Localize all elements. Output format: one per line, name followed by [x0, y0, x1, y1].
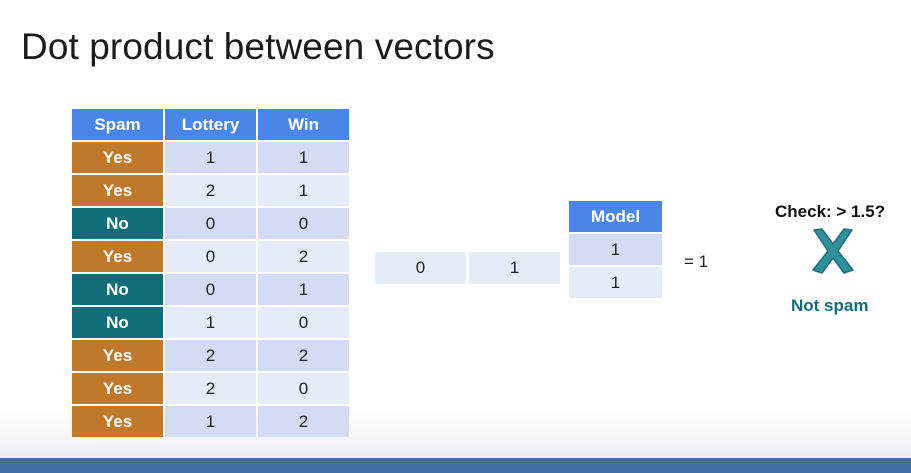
spam-label-cell: Yes: [72, 241, 163, 272]
win-cell: 0: [258, 307, 349, 338]
vector-cell-lottery: 0: [375, 252, 466, 284]
win-cell: 0: [258, 208, 349, 239]
table-row: Yes 2 1: [72, 175, 349, 206]
lottery-cell: 0: [165, 208, 256, 239]
lottery-cell: 2: [165, 340, 256, 371]
bottom-bar: [0, 458, 911, 473]
lottery-cell: 2: [165, 373, 256, 404]
model-weights: Model 1 1: [569, 201, 662, 298]
win-cell: 1: [258, 142, 349, 173]
spam-label-cell: No: [72, 307, 163, 338]
table-header-row: Spam Lottery Win: [72, 109, 349, 140]
win-cell: 2: [258, 241, 349, 272]
spam-label-cell: No: [72, 208, 163, 239]
table-row: Yes 0 2: [72, 241, 349, 272]
table-row: No 1 0: [72, 307, 349, 338]
dot-product-result: = 1: [684, 252, 709, 271]
threshold-check-label: Check: > 1.5?: [775, 202, 886, 221]
lottery-cell: 2: [165, 175, 256, 206]
spam-data-table: Spam Lottery Win Yes 1 1 Yes 2 1 No 0 0 …: [70, 107, 351, 439]
table-row: Yes 2 2: [72, 340, 349, 371]
slide-title: Dot product between vectors: [21, 26, 495, 67]
table-row: Yes 2 0: [72, 373, 349, 404]
win-cell: 2: [258, 406, 349, 437]
win-cell: 2: [258, 340, 349, 371]
lottery-cell: 0: [165, 241, 256, 272]
spam-label-cell: No: [72, 274, 163, 305]
column-header-spam: Spam: [72, 109, 163, 140]
column-header-win: Win: [258, 109, 349, 140]
lottery-cell: 0: [165, 274, 256, 305]
model-header: Model: [569, 201, 662, 232]
model-weight-cell: 1: [569, 267, 662, 298]
table-row: No 0 1: [72, 274, 349, 305]
win-cell: 1: [258, 175, 349, 206]
table-row: Yes 1 2: [72, 406, 349, 437]
lottery-cell: 1: [165, 142, 256, 173]
spam-label-cell: Yes: [72, 142, 163, 173]
table-row: No 0 0: [72, 208, 349, 239]
table-row: Yes 1 1: [72, 142, 349, 173]
spam-label-cell: Yes: [72, 340, 163, 371]
model-weight-cell: 1: [569, 234, 662, 265]
spam-label-cell: Yes: [72, 406, 163, 437]
feature-vector: 0 1: [375, 252, 560, 284]
lottery-cell: 1: [165, 307, 256, 338]
vector-cell-win: 1: [469, 252, 560, 284]
verdict-label: Not spam: [791, 296, 869, 315]
spam-label-cell: Yes: [72, 373, 163, 404]
win-cell: 1: [258, 274, 349, 305]
spam-label-cell: Yes: [72, 175, 163, 206]
win-cell: 0: [258, 373, 349, 404]
lottery-cell: 1: [165, 406, 256, 437]
cross-icon: [812, 228, 854, 274]
column-header-lottery: Lottery: [165, 109, 256, 140]
